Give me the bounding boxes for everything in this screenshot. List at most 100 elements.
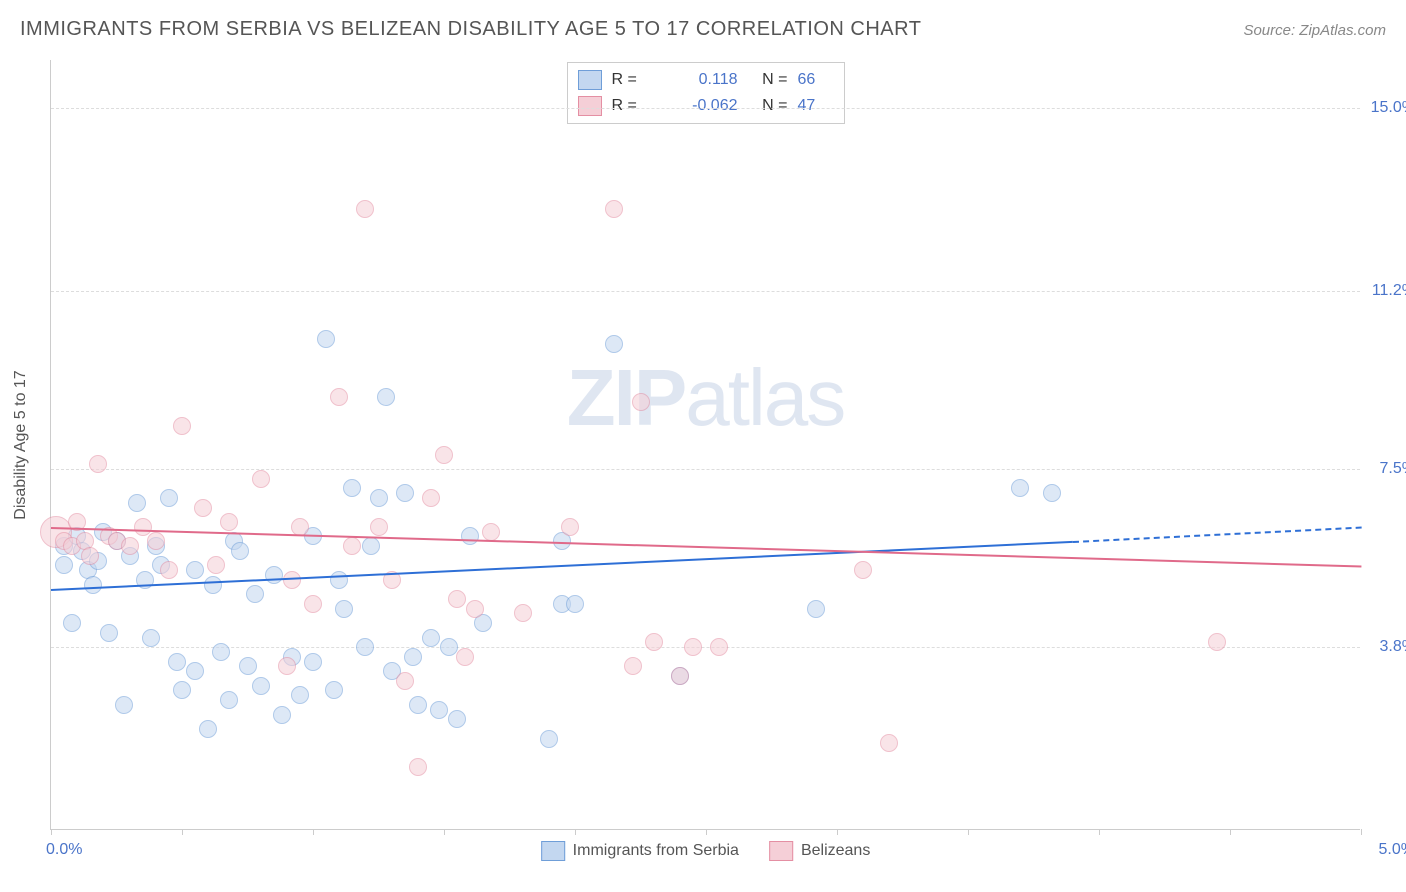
point-belize [435, 446, 453, 464]
point-belize [710, 638, 728, 656]
point-belize [456, 648, 474, 666]
point-belize [252, 470, 270, 488]
chart-area: ZIPatlas Disability Age 5 to 17 0.0% 5.0… [50, 60, 1360, 830]
point-belize [134, 518, 152, 536]
point-serbia [204, 576, 222, 594]
point-serbia [142, 629, 160, 647]
gridline [51, 647, 1360, 648]
point-serbia [356, 638, 374, 656]
y-tick-label: 15.0% [1371, 99, 1406, 117]
point-serbia [1043, 484, 1061, 502]
point-belize [624, 657, 642, 675]
point-serbia [304, 653, 322, 671]
legend-n-label: N = [748, 71, 788, 89]
point-belize [561, 518, 579, 536]
point-serbia [409, 696, 427, 714]
point-serbia [807, 600, 825, 618]
legend-n-value-serbia: 66 [798, 71, 834, 89]
legend-r-value-belize: -0.062 [668, 97, 738, 115]
point-serbia [55, 556, 73, 574]
y-tick-label: 7.5% [1380, 460, 1406, 478]
point-belize [173, 417, 191, 435]
point-serbia [273, 706, 291, 724]
point-serbia [100, 624, 118, 642]
point-belize [448, 590, 466, 608]
legend-r-value-serbia: 0.118 [668, 71, 738, 89]
point-belize [422, 489, 440, 507]
legend-r-label: R = [612, 97, 658, 115]
legend-row-belize: R = -0.062 N = 47 [578, 93, 834, 119]
point-belize [605, 200, 623, 218]
legend-label-serbia: Immigrants from Serbia [573, 842, 739, 860]
point-belize [291, 518, 309, 536]
point-serbia [1011, 479, 1029, 497]
point-serbia [239, 657, 257, 675]
bottom-legend-item-serbia: Immigrants from Serbia [541, 841, 739, 861]
point-belize [396, 672, 414, 690]
point-serbia [317, 330, 335, 348]
point-belize [466, 600, 484, 618]
legend-n-value-belize: 47 [798, 97, 834, 115]
point-serbia [115, 696, 133, 714]
x-tick [575, 829, 576, 835]
point-belize [632, 393, 650, 411]
point-serbia [128, 494, 146, 512]
point-serbia [377, 388, 395, 406]
point-serbia [362, 537, 380, 555]
point-serbia [265, 566, 283, 584]
x-tick [182, 829, 183, 835]
point-serbia [199, 720, 217, 738]
point-serbia [422, 629, 440, 647]
point-serbia [63, 614, 81, 632]
point-serbia [231, 542, 249, 560]
watermark: ZIPatlas [567, 352, 844, 444]
point-serbia [370, 489, 388, 507]
point-belize [854, 561, 872, 579]
point-serbia [330, 571, 348, 589]
point-belize [482, 523, 500, 541]
point-serbia [186, 561, 204, 579]
legend-swatch-belize [578, 96, 602, 116]
point-belize [684, 638, 702, 656]
gridline [51, 469, 1360, 470]
y-tick-label: 3.8% [1380, 638, 1406, 656]
x-tick [837, 829, 838, 835]
x-tick [313, 829, 314, 835]
gridline [51, 291, 1360, 292]
point-serbia [252, 677, 270, 695]
legend-stats-box: R = 0.118 N = 66 R = -0.062 N = 47 [567, 62, 845, 124]
x-tick [51, 829, 52, 835]
point-belize [671, 667, 689, 685]
legend-row-serbia: R = 0.118 N = 66 [578, 67, 834, 93]
x-axis-min-label: 0.0% [46, 841, 82, 859]
x-axis-max-label: 5.0% [1379, 841, 1406, 859]
point-belize [330, 388, 348, 406]
x-tick [706, 829, 707, 835]
legend-n-label: N = [748, 97, 788, 115]
legend-swatch-serbia [541, 841, 565, 861]
point-serbia [325, 681, 343, 699]
point-belize [147, 532, 165, 550]
x-tick [1099, 829, 1100, 835]
point-belize [356, 200, 374, 218]
point-serbia [430, 701, 448, 719]
point-serbia [396, 484, 414, 502]
chart-title: IMMIGRANTS FROM SERBIA VS BELIZEAN DISAB… [20, 18, 921, 41]
point-serbia [566, 595, 584, 613]
point-belize [1208, 633, 1226, 651]
bottom-legend-item-belize: Belizeans [769, 841, 870, 861]
x-tick [968, 829, 969, 835]
point-serbia [540, 730, 558, 748]
x-tick [1361, 829, 1362, 835]
legend-swatch-serbia [578, 70, 602, 90]
point-serbia [404, 648, 422, 666]
point-serbia [343, 479, 361, 497]
point-serbia [246, 585, 264, 603]
point-belize [304, 595, 322, 613]
point-serbia [605, 335, 623, 353]
point-belize [370, 518, 388, 536]
legend-r-label: R = [612, 71, 658, 89]
point-serbia [168, 653, 186, 671]
point-belize [343, 537, 361, 555]
point-belize [278, 657, 296, 675]
